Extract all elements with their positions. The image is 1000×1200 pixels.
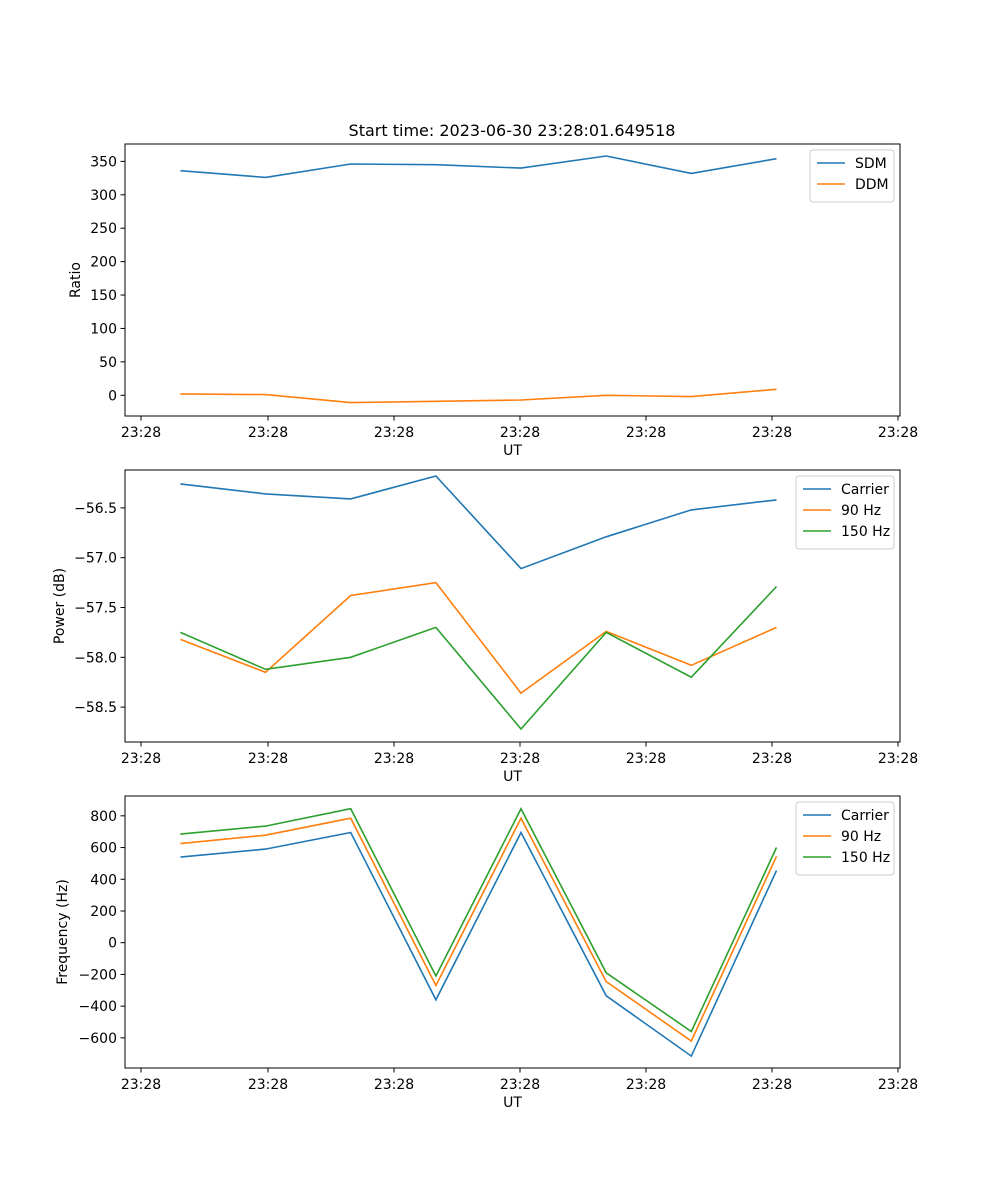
x-tick-label: 23:28 <box>248 751 288 767</box>
x-tick-label: 23:28 <box>500 425 540 441</box>
series-line-carrier <box>180 475 777 570</box>
x-axis-label: UT <box>503 769 522 785</box>
x-tick-label: 23:28 <box>626 425 666 441</box>
y-tick-label: 100 <box>90 321 117 337</box>
x-tick-label: 23:28 <box>121 1077 161 1093</box>
x-tick-label: 23:28 <box>500 1077 540 1093</box>
y-tick-label: 150 <box>90 288 117 304</box>
legend: Carrier 90 Hz 150 Hz <box>795 475 895 550</box>
x-axis-label: UT <box>503 443 522 459</box>
y-tick-label: −200 <box>79 967 117 983</box>
y-tick-label: −58.0 <box>74 650 117 666</box>
x-tick-label: 23:28 <box>121 425 161 441</box>
y-tick-label: 600 <box>90 841 117 857</box>
legend-entry: 150 Hz <box>841 850 890 866</box>
y-tick-label: −600 <box>79 1031 117 1047</box>
x-tick-label: 23:28 <box>752 425 792 441</box>
legend-entry: Carrier <box>841 808 889 824</box>
x-tick-label: 23:28 <box>500 751 540 767</box>
x-tick-label: 23:28 <box>752 751 792 767</box>
y-tick-label: −56.5 <box>74 501 117 517</box>
x-tick-label: 23:28 <box>374 425 414 441</box>
y-tick-label: −57.0 <box>74 551 117 567</box>
plot-frame <box>124 795 901 1069</box>
y-tick-label: 300 <box>90 188 117 204</box>
frequency-panel: 23:28 23:28 23:28 23:28 23:28 23:28 23:28 −600 −… <box>55 795 918 1111</box>
y-tick-label: 350 <box>90 154 117 170</box>
y-tick-label: 0 <box>108 388 117 404</box>
chart-title: Start time: 2023-06-30 23:28:01.649518 <box>349 121 676 140</box>
y-tick-label: 200 <box>90 255 117 271</box>
x-tick-label: 23:28 <box>374 1077 414 1093</box>
y-tick-label: 400 <box>90 872 117 888</box>
series-line-sdm <box>180 155 777 179</box>
x-tick-label: 23:28 <box>878 425 918 441</box>
y-tick-label: 250 <box>90 221 117 237</box>
series-line-carrier <box>180 830 778 1058</box>
y-tick-label: 200 <box>90 904 117 920</box>
x-axis-label: UT <box>503 1095 522 1111</box>
series-line-90-hz <box>180 816 778 1043</box>
legend-entry: Carrier <box>841 482 889 498</box>
x-tick-label: 23:28 <box>878 751 918 767</box>
x-tick-label: 23:28 <box>626 751 666 767</box>
y-axis-label: Frequency (Hz) <box>55 879 71 985</box>
y-tick-label: −400 <box>79 999 117 1015</box>
x-tick-label: 23:28 <box>752 1077 792 1093</box>
legend: Carrier 90 Hz 150 Hz <box>795 801 895 876</box>
y-tick-label: −57.5 <box>74 600 117 616</box>
plot-frame <box>124 469 901 743</box>
x-tick-label: 23:28 <box>374 751 414 767</box>
x-tick-label: 23:28 <box>248 425 288 441</box>
legend-entry: 90 Hz <box>841 503 881 519</box>
legend-entry: SDM <box>855 156 887 172</box>
y-tick-label: 50 <box>99 355 117 371</box>
plot-frame <box>124 143 901 417</box>
y-tick-label: −58.5 <box>74 700 117 716</box>
x-tick-label: 23:28 <box>626 1077 666 1093</box>
legend: SDM DDM <box>809 149 895 203</box>
y-axis-label: Power (dB) <box>52 568 68 644</box>
series-line-90-hz <box>180 581 777 695</box>
series-line-150-hz <box>180 806 778 1033</box>
series-line-150-hz <box>180 586 778 731</box>
power-panel: 23:28 23:28 23:28 23:28 23:28 23:28 23:28 −58.5… <box>52 469 918 785</box>
x-tick-label: 23:28 <box>121 751 161 767</box>
ratio-panel: 23:28 23:28 23:28 23:28 23:28 23:28 23:28 0 50 10… <box>68 143 918 459</box>
x-tick-label: 23:28 <box>878 1077 918 1093</box>
series-line-ddm <box>180 388 777 404</box>
y-tick-label: 0 <box>108 936 117 952</box>
x-tick-label: 23:28 <box>248 1077 288 1093</box>
legend-entry: 90 Hz <box>841 829 881 845</box>
legend-entry: 150 Hz <box>841 524 890 540</box>
legend-entry: DDM <box>855 177 889 193</box>
y-tick-label: 800 <box>90 809 117 825</box>
y-axis-label: Ratio <box>68 262 84 298</box>
